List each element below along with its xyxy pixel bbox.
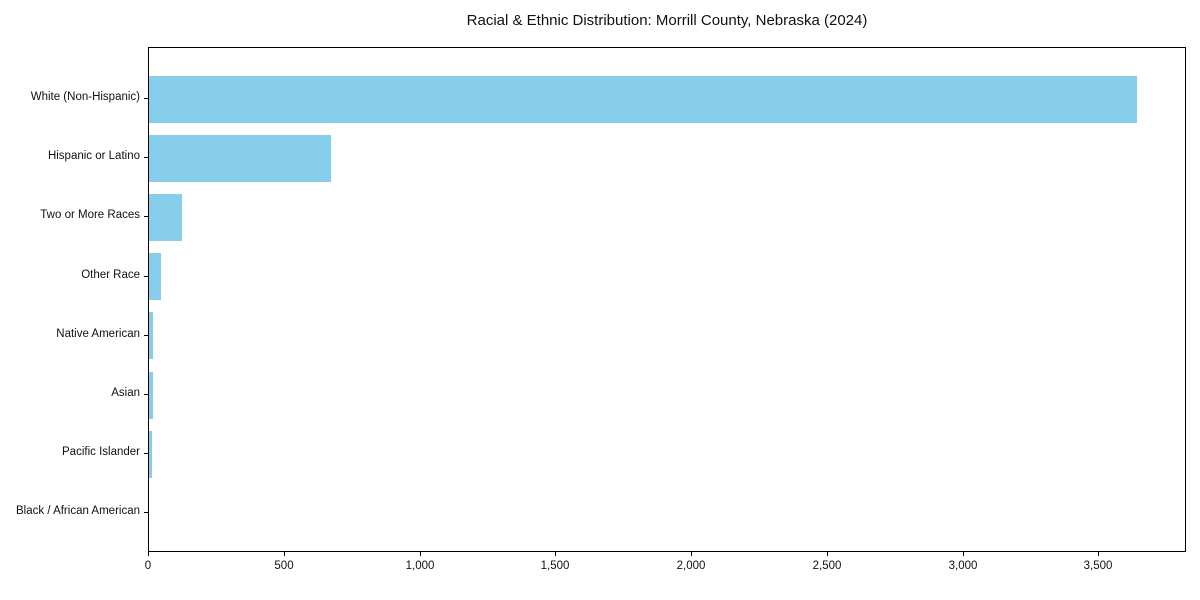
bar — [149, 371, 153, 419]
y-tick-mark — [144, 453, 148, 454]
y-tick-label: Other Race — [81, 269, 140, 281]
x-tick-label: 3,500 — [1083, 560, 1113, 572]
y-tick-mark — [144, 216, 148, 217]
y-tick-label: Native American — [56, 328, 140, 340]
x-tick-mark — [284, 552, 285, 556]
y-tick-label: Asian — [111, 387, 140, 399]
bar — [149, 193, 182, 241]
x-tick-mark — [691, 552, 692, 556]
bar — [149, 430, 152, 478]
x-tick-label: 1,500 — [540, 560, 570, 572]
x-tick-mark — [148, 552, 149, 556]
x-tick-mark — [963, 552, 964, 556]
y-tick-label: White (Non-Hispanic) — [30, 91, 140, 103]
x-tick-mark — [827, 552, 828, 556]
bar — [149, 312, 153, 360]
chart-title: Racial & Ethnic Distribution: Morrill Co… — [466, 12, 868, 29]
x-tick-label: 2,500 — [812, 560, 842, 572]
y-tick-label: Two or More Races — [40, 209, 140, 221]
y-tick-label: Hispanic or Latino — [47, 150, 140, 162]
x-tick-mark — [1098, 552, 1099, 556]
bar — [149, 253, 161, 301]
bar — [149, 134, 331, 182]
bar — [149, 75, 1137, 123]
plot-area — [148, 47, 1186, 552]
x-tick-mark — [555, 552, 556, 556]
y-tick-mark — [144, 394, 148, 395]
y-tick-mark — [144, 98, 148, 99]
x-tick-label: 0 — [144, 560, 152, 572]
x-tick-label: 500 — [274, 560, 294, 572]
y-tick-label: Pacific Islander — [62, 446, 140, 458]
y-tick-mark — [144, 335, 148, 336]
x-tick-label: 3,000 — [948, 560, 978, 572]
y-tick-mark — [144, 157, 148, 158]
x-tick-label: 2,000 — [676, 560, 706, 572]
y-tick-label: Black / African American — [16, 505, 140, 517]
x-tick-mark — [420, 552, 421, 556]
y-tick-mark — [144, 512, 148, 513]
x-tick-label: 1,000 — [405, 560, 435, 572]
y-tick-mark — [144, 276, 148, 277]
